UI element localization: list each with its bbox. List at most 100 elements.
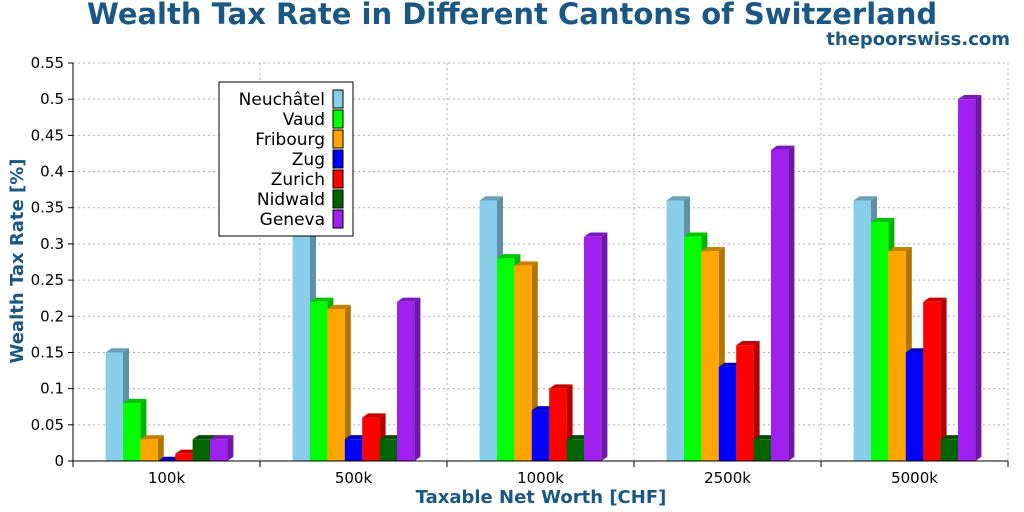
legend-item: Neuchâtel bbox=[239, 89, 344, 110]
x-tick-label: 1000k bbox=[517, 469, 564, 487]
legend-swatch bbox=[332, 129, 344, 149]
bar-side bbox=[414, 297, 421, 461]
y-axis-label: Wealth Tax Rate [%] bbox=[7, 159, 28, 364]
bar bbox=[397, 297, 421, 461]
bar-top bbox=[140, 435, 164, 440]
bar-top bbox=[771, 145, 795, 150]
bar-front bbox=[853, 200, 871, 461]
bar bbox=[958, 94, 982, 462]
legend-label: Zug bbox=[292, 150, 325, 170]
legend-swatch bbox=[332, 149, 344, 169]
bar-top bbox=[584, 232, 608, 237]
x-axis-label: Taxable Net Worth [CHF] bbox=[416, 487, 667, 508]
bar-front bbox=[666, 200, 684, 461]
y-tick-label: 0.55 bbox=[31, 54, 64, 72]
legend-swatch bbox=[332, 89, 344, 109]
bar-front bbox=[923, 301, 941, 461]
y-tick-label: 0.45 bbox=[31, 126, 64, 144]
legend-swatch bbox=[332, 169, 344, 189]
bar-front bbox=[549, 388, 567, 461]
legend-label: Vaud bbox=[283, 110, 325, 130]
bar-front bbox=[753, 439, 771, 461]
legend-label: Fribourg bbox=[255, 130, 325, 150]
bar-top bbox=[397, 297, 421, 302]
bar-side bbox=[788, 145, 795, 462]
bar-front bbox=[175, 453, 193, 461]
bar-top bbox=[853, 196, 877, 201]
bar-top bbox=[497, 254, 521, 259]
bar-top bbox=[958, 94, 982, 100]
x-tick-label: 5000k bbox=[891, 469, 938, 487]
bar-front bbox=[736, 345, 754, 461]
bar-top bbox=[123, 398, 147, 404]
bar-side bbox=[601, 232, 608, 461]
bar-front bbox=[479, 200, 497, 461]
bar bbox=[210, 435, 234, 461]
bar-top bbox=[888, 246, 912, 252]
bar-front bbox=[105, 352, 123, 461]
y-tick-label: 0.15 bbox=[31, 343, 64, 361]
bar-top bbox=[210, 435, 234, 440]
legend: NeuchâtelVaudFribourgZugZurichNidwaldGen… bbox=[218, 81, 354, 237]
y-tick-label: 0.2 bbox=[40, 307, 64, 325]
legend-label: Geneva bbox=[260, 210, 325, 230]
bar-front bbox=[327, 309, 345, 461]
bar-front bbox=[684, 236, 702, 461]
chart-title: Wealth Tax Rate in Different Cantons of … bbox=[86, 0, 938, 31]
bars bbox=[105, 94, 982, 462]
bar-side bbox=[753, 341, 760, 461]
axes: 0 0.05 0.1 0.15 0.2 0.25 0.3 0.35 0.4 0.45 0.5 0.55… bbox=[31, 54, 1009, 487]
bar-front bbox=[566, 439, 584, 461]
bar-front bbox=[871, 222, 889, 461]
bar-top bbox=[310, 297, 334, 302]
bar-front bbox=[292, 207, 310, 461]
legend-swatch bbox=[332, 189, 344, 209]
bar-top bbox=[362, 413, 386, 418]
y-tick-label: 0.5 bbox=[40, 90, 64, 108]
bar-front bbox=[344, 439, 363, 461]
bar-front bbox=[123, 403, 141, 461]
x-tick-label: 500k bbox=[335, 469, 373, 487]
bar-top bbox=[684, 232, 708, 237]
bar-front bbox=[905, 352, 924, 461]
y-tick-label: 0 bbox=[54, 452, 64, 470]
bar-front bbox=[362, 417, 380, 461]
legend-label: Nidwald bbox=[257, 190, 325, 210]
legend-item: Vaud bbox=[283, 109, 344, 130]
legend-item: Nidwald bbox=[257, 189, 344, 210]
bar-front bbox=[888, 251, 906, 461]
bar-front bbox=[192, 439, 210, 461]
bar bbox=[140, 435, 164, 461]
y-tick-label: 0.1 bbox=[40, 380, 64, 398]
bar bbox=[327, 304, 351, 461]
bar-front bbox=[140, 439, 158, 461]
bar-top bbox=[701, 246, 725, 252]
legend-swatch bbox=[332, 209, 344, 229]
legend-item: Geneva bbox=[260, 209, 344, 230]
bar-front bbox=[771, 149, 789, 461]
bar-front bbox=[397, 301, 415, 461]
bar bbox=[923, 297, 947, 461]
legend-swatch bbox=[332, 109, 344, 129]
bar-side bbox=[157, 435, 164, 461]
bar-front bbox=[497, 258, 515, 461]
legend-item: Zurich bbox=[271, 169, 344, 190]
bar-top bbox=[192, 435, 216, 440]
bar-front bbox=[958, 99, 976, 461]
bar-front bbox=[718, 366, 737, 461]
bar-top bbox=[327, 304, 351, 310]
bar bbox=[584, 232, 608, 461]
legend-box bbox=[218, 81, 354, 237]
bar-front bbox=[701, 251, 719, 461]
legend-item: Fribourg bbox=[255, 129, 344, 150]
legend-item: Zug bbox=[292, 149, 344, 170]
bar-front bbox=[210, 439, 228, 461]
legend-label: Neuchâtel bbox=[239, 90, 325, 110]
bar bbox=[736, 341, 760, 461]
bar-side bbox=[344, 304, 351, 461]
x-tick-label: 2500k bbox=[704, 469, 751, 487]
y-tick-label: 0.25 bbox=[31, 271, 64, 289]
bar-front bbox=[379, 439, 397, 461]
bar-side bbox=[940, 297, 947, 461]
